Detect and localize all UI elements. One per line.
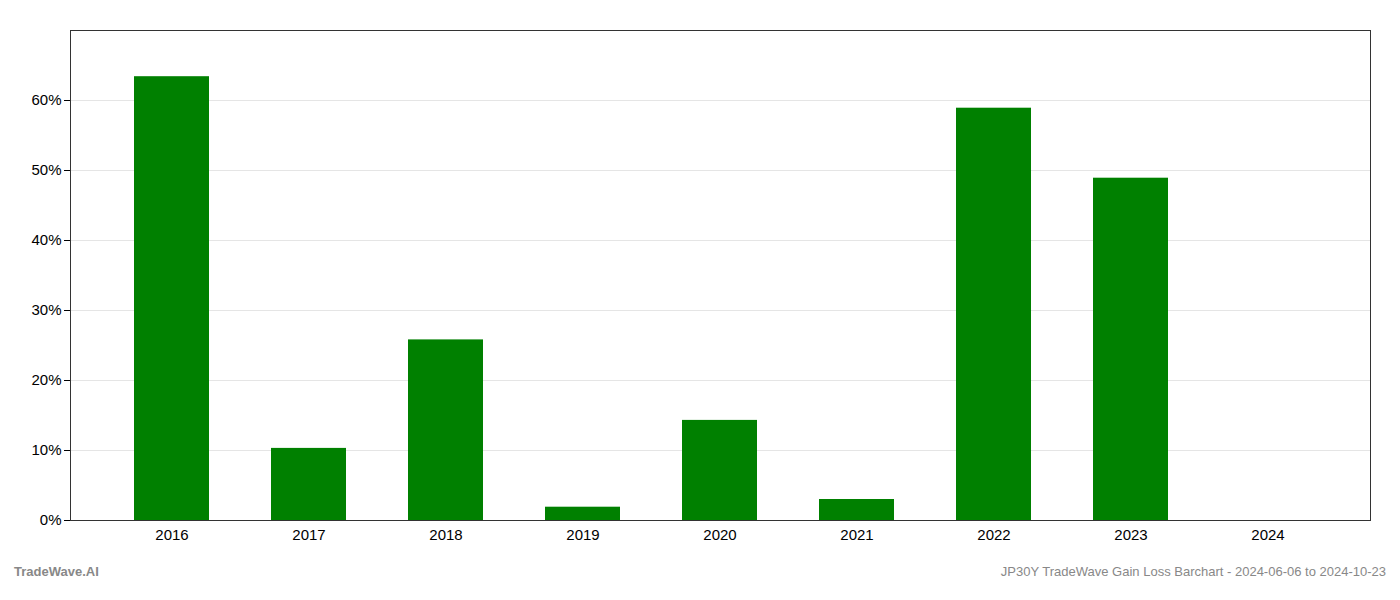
svg-text:20%: 20%: [31, 371, 61, 388]
svg-text:2016: 2016: [155, 526, 188, 543]
svg-text:60%: 60%: [31, 91, 61, 108]
svg-text:2021: 2021: [840, 526, 873, 543]
svg-text:40%: 40%: [31, 231, 61, 248]
html-text:TradeWave.AI: TradeWave.AI: [14, 564, 99, 579]
svg-text:0%: 0%: [40, 511, 62, 528]
svg-text:2019: 2019: [566, 526, 599, 543]
svg-text:2022: 2022: [977, 526, 1010, 543]
html-text:JP30Y TradeWave Gain Loss Barc: JP30Y TradeWave Gain Loss Barchart - 202…: [1000, 564, 1386, 579]
svg-text:2020: 2020: [703, 526, 736, 543]
svg-text:50%: 50%: [31, 161, 61, 178]
svg-text:2023: 2023: [1114, 526, 1147, 543]
svg-text:2017: 2017: [292, 526, 325, 543]
svg-text:10%: 10%: [31, 441, 61, 458]
svg-text:2018: 2018: [429, 526, 462, 543]
svg-text:2024: 2024: [1251, 526, 1284, 543]
svg-text:30%: 30%: [31, 301, 61, 318]
